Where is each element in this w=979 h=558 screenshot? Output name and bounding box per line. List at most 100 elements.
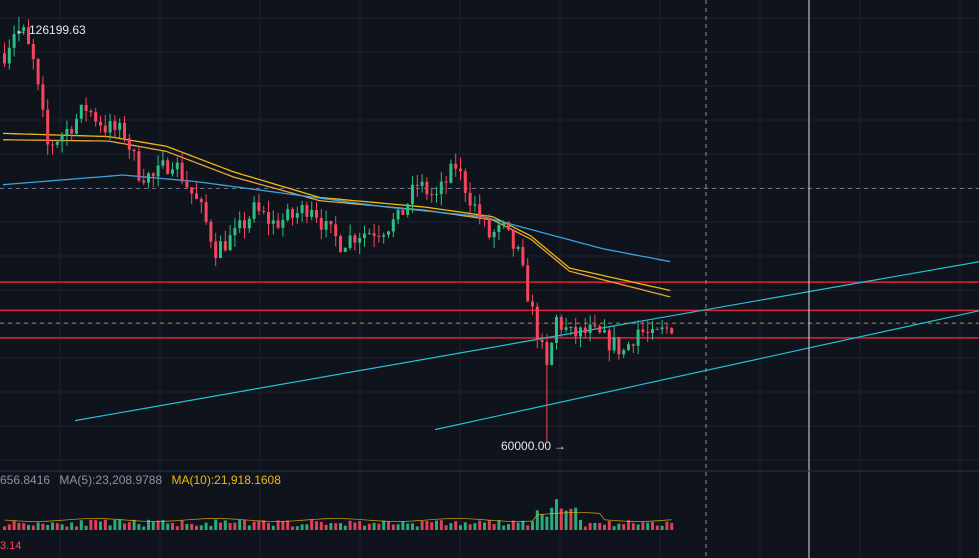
candle-body <box>555 316 558 343</box>
volume-ma5: MA(5):23,208.9788 <box>59 473 163 487</box>
candle-body <box>60 135 64 142</box>
volume-bar <box>171 522 174 530</box>
candle-body <box>478 204 482 218</box>
volume-bar <box>348 520 352 530</box>
candle-body <box>444 181 448 183</box>
candle-body <box>204 202 208 222</box>
volume-bar <box>430 522 434 530</box>
volume-bar <box>358 521 362 530</box>
volume-bar <box>492 523 496 530</box>
volume-bar <box>353 522 357 530</box>
volume-bar <box>267 522 270 530</box>
volume-bar <box>420 521 424 530</box>
candle-body <box>286 209 290 220</box>
candle-body <box>51 144 54 146</box>
volume-bar <box>617 523 621 530</box>
candle-body <box>550 342 554 365</box>
candle-body <box>147 173 150 183</box>
candle-body <box>367 233 371 235</box>
candle-body <box>545 342 549 365</box>
candle-body <box>382 234 386 237</box>
high-arrow: ← <box>15 23 27 37</box>
volume-bar <box>612 526 616 530</box>
candle-body <box>363 233 366 239</box>
volume-bar <box>593 522 597 530</box>
volume-bar <box>665 521 669 530</box>
candle-body <box>463 171 467 193</box>
candle-body <box>65 128 69 136</box>
candle-body <box>22 27 26 31</box>
volume-bar <box>511 520 515 530</box>
volume-bar <box>75 526 78 530</box>
volume-bar <box>137 524 141 530</box>
candle-body <box>46 109 50 145</box>
candle-body <box>377 235 381 237</box>
candle-body <box>137 151 141 181</box>
candle-body <box>641 329 645 332</box>
candle-body <box>497 225 501 232</box>
volume-bar <box>214 519 218 530</box>
candle-body <box>252 202 256 219</box>
volume-bar <box>151 521 155 530</box>
candle-body <box>396 209 400 220</box>
candle-body <box>631 344 635 346</box>
volume-bar <box>468 524 472 530</box>
volume-bar <box>526 525 530 530</box>
volume-bar <box>51 522 54 530</box>
volume-bar <box>70 522 74 530</box>
candle-body <box>329 221 333 225</box>
candle-body <box>281 219 285 228</box>
volume-bar <box>238 519 242 530</box>
candle-body <box>127 138 131 150</box>
volume-bar <box>367 523 371 530</box>
ma-line-0 <box>2 132 671 292</box>
candle-body <box>353 235 357 243</box>
candle-body <box>579 327 582 337</box>
volume-bar <box>583 526 587 530</box>
candle-body <box>171 169 174 174</box>
candle-body <box>564 327 568 330</box>
candle-body <box>118 122 122 130</box>
volume-bar <box>127 522 131 530</box>
volume-bar <box>305 524 309 530</box>
candle-body <box>166 160 170 174</box>
volume-bar <box>550 507 554 530</box>
candle-body <box>526 265 530 302</box>
volume-bar <box>444 525 448 530</box>
volume-bar <box>204 522 208 530</box>
candle-body <box>411 184 414 205</box>
volume-bar <box>233 522 237 530</box>
candle-body <box>79 104 83 119</box>
ma-line-1 <box>3 139 671 298</box>
volume-bar <box>27 524 30 530</box>
volume-bar <box>46 524 50 530</box>
volume-bar <box>55 523 59 530</box>
candle-body <box>607 330 611 351</box>
volume-bar <box>219 522 222 530</box>
volume-bar <box>31 525 35 530</box>
candle-body <box>655 329 659 331</box>
candle-body <box>27 27 30 45</box>
candlesticks <box>3 16 674 442</box>
volume-bar <box>435 520 438 530</box>
volume-bar <box>12 520 16 530</box>
moving-averages <box>2 132 671 298</box>
volume-bar <box>521 520 525 530</box>
candle-body <box>401 209 405 215</box>
volume-bar <box>339 523 342 530</box>
volume-bar <box>147 519 150 530</box>
volume-bar <box>603 524 606 530</box>
candle-body <box>175 162 179 170</box>
candle-body <box>271 220 275 224</box>
candle-body <box>334 224 338 237</box>
volume-bar <box>142 526 146 530</box>
candle-body <box>521 247 525 266</box>
candle-body <box>41 84 45 110</box>
candle-body <box>593 324 597 327</box>
candle-body <box>94 112 98 122</box>
candle-body <box>305 205 309 217</box>
volume-bar <box>84 525 88 530</box>
volume-bar <box>161 520 165 530</box>
